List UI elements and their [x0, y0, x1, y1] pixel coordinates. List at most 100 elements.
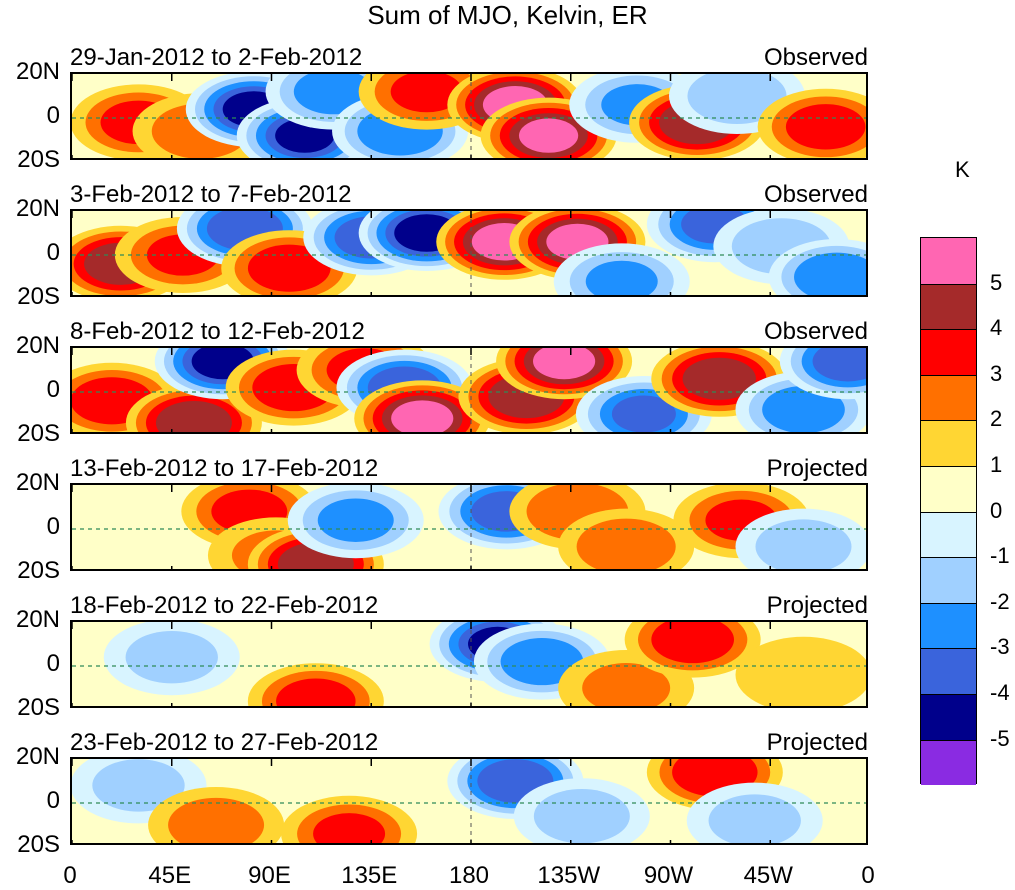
colorbar-unit: K: [955, 157, 970, 182]
contour-level: [576, 518, 676, 569]
contour-level: [794, 252, 866, 295]
x-tick-label: 135W: [537, 862, 601, 889]
colorbar-swatch: [921, 739, 976, 786]
anomaly-blob: [558, 508, 695, 569]
anomaly-blob: [553, 243, 690, 295]
anomaly-blob: [768, 239, 866, 295]
contour-level: [755, 519, 852, 569]
y-tick-label: 20N: [15, 195, 60, 222]
anomaly-blob: [247, 663, 384, 706]
colorbar-swatch: [921, 329, 976, 375]
colorbar-label: -1: [990, 543, 1010, 569]
anomaly-field: [72, 74, 866, 158]
anomaly-map: [70, 72, 868, 160]
contour-level: [390, 74, 463, 113]
anomaly-map: [70, 209, 868, 297]
contour-level: [651, 622, 734, 664]
panel-date-range: 3-Feb-2012 to 7-Feb-2012: [70, 181, 352, 208]
panel-4: 13-Feb-2012 to 17-Feb-2012 Projected 20N…: [16, 455, 868, 583]
y-tick-label: 20N: [15, 58, 60, 85]
anomaly-blob: [779, 348, 866, 400]
anomaly-map: [70, 346, 868, 434]
anomaly-blob: [148, 787, 285, 843]
panel-kind-label: Observed: [763, 318, 868, 345]
colorbar-label: -3: [990, 634, 1010, 660]
anomaly-field: [72, 759, 866, 843]
anomaly-map: [70, 620, 868, 708]
panel-6: 23-Feb-2012 to 27-Feb-2012 Projected 20N…: [16, 729, 868, 857]
x-tick-label: 0: [63, 862, 77, 889]
y-tick-label: 20N: [15, 743, 60, 770]
y-tick-label: 0: [46, 102, 60, 129]
anomaly-blob: [103, 622, 240, 696]
x-tick-label: 135E: [341, 862, 398, 889]
colorbar-label: 5: [990, 269, 1003, 295]
contour-level: [611, 395, 676, 432]
contour-level: [708, 794, 801, 843]
y-tick-label: 0: [46, 239, 60, 266]
colorbar-label: 0: [990, 497, 1003, 523]
contour-level: [168, 797, 265, 843]
colorbar-swatch: [921, 602, 976, 649]
panel-date-range: 18-Feb-2012 to 22-Feb-2012: [70, 592, 379, 619]
anomaly-blob: [513, 778, 650, 843]
anomaly-blob: [287, 485, 424, 559]
y-tick-label: 20N: [15, 332, 60, 359]
colorbar-box: [920, 237, 977, 786]
contour-level: [518, 118, 579, 153]
panel-kind-label: Projected: [766, 455, 868, 482]
anomaly-blob: [624, 622, 761, 678]
contour-level: [391, 400, 454, 432]
contour-level: [313, 813, 386, 843]
panel-5: 18-Feb-2012 to 22-Feb-2012 Projected 20N…: [16, 592, 868, 720]
contour-level: [682, 357, 756, 400]
colorbar-swatch: [921, 693, 976, 740]
contour-level: [125, 631, 218, 684]
panel-date-range: 29-Jan-2012 to 2-Feb-2012: [70, 44, 363, 71]
x-tick-label: 90W: [643, 862, 694, 889]
contour-level: [533, 348, 596, 380]
colorbar-swatch: [921, 374, 976, 421]
panel-date-range: 13-Feb-2012 to 17-Feb-2012: [70, 455, 379, 482]
anomaly-blob: [686, 782, 823, 843]
contour-level: [585, 260, 658, 295]
panel-kind-label: Projected: [766, 592, 868, 619]
contour-level: [92, 759, 185, 812]
panel-date-range: 8-Feb-2012 to 12-Feb-2012: [70, 318, 365, 345]
anomaly-blob: [354, 380, 491, 432]
anomaly-blob: [281, 795, 418, 843]
panel-3: 8-Feb-2012 to 12-Feb-2012 Observed 20N 0 2…: [16, 318, 868, 446]
anomaly-blob: [735, 508, 866, 569]
panel-date-range: 23-Feb-2012 to 27-Feb-2012: [70, 729, 379, 756]
contour-level: [317, 498, 394, 542]
contour-level: [533, 789, 630, 843]
panel-1: 29-Jan-2012 to 2-Feb-2012 Observed 20N 0 2…: [16, 44, 868, 172]
panel-kind-label: Observed: [763, 44, 868, 71]
contour-level: [735, 636, 866, 706]
y-tick-label: 20S: [17, 831, 60, 858]
contour-level: [582, 663, 671, 706]
x-tick-label: 45E: [148, 862, 192, 889]
x-tick-label: 0: [861, 862, 875, 889]
anomaly-blob: [735, 636, 866, 706]
anomaly-map: [70, 757, 868, 845]
chart-title: Sum of MJO, Kelvin, ER: [367, 0, 648, 30]
colorbar-swatch: [921, 238, 976, 284]
contour-level: [276, 678, 356, 706]
colorbar-swatch: [921, 465, 976, 512]
anomaly-field: [72, 348, 866, 432]
colorbar-label: 1: [990, 452, 1003, 477]
contour-level: [785, 104, 866, 150]
anomaly-field: [72, 211, 866, 295]
y-tick-label: 0: [46, 376, 60, 403]
y-tick-label: 20S: [17, 283, 60, 310]
panel-2: 3-Feb-2012 to 7-Feb-2012 Observed 20N 0 20…: [16, 181, 868, 309]
y-tick-label: 0: [46, 650, 60, 677]
anomaly-field: [72, 622, 866, 706]
colorbar-swatch: [921, 511, 976, 558]
y-tick-label: 0: [46, 787, 60, 814]
colorbar-label: 2: [990, 406, 1003, 432]
y-tick-label: 0: [46, 513, 60, 540]
colorbar-label: -5: [990, 725, 1010, 751]
x-tick-label: 45W: [743, 862, 793, 889]
